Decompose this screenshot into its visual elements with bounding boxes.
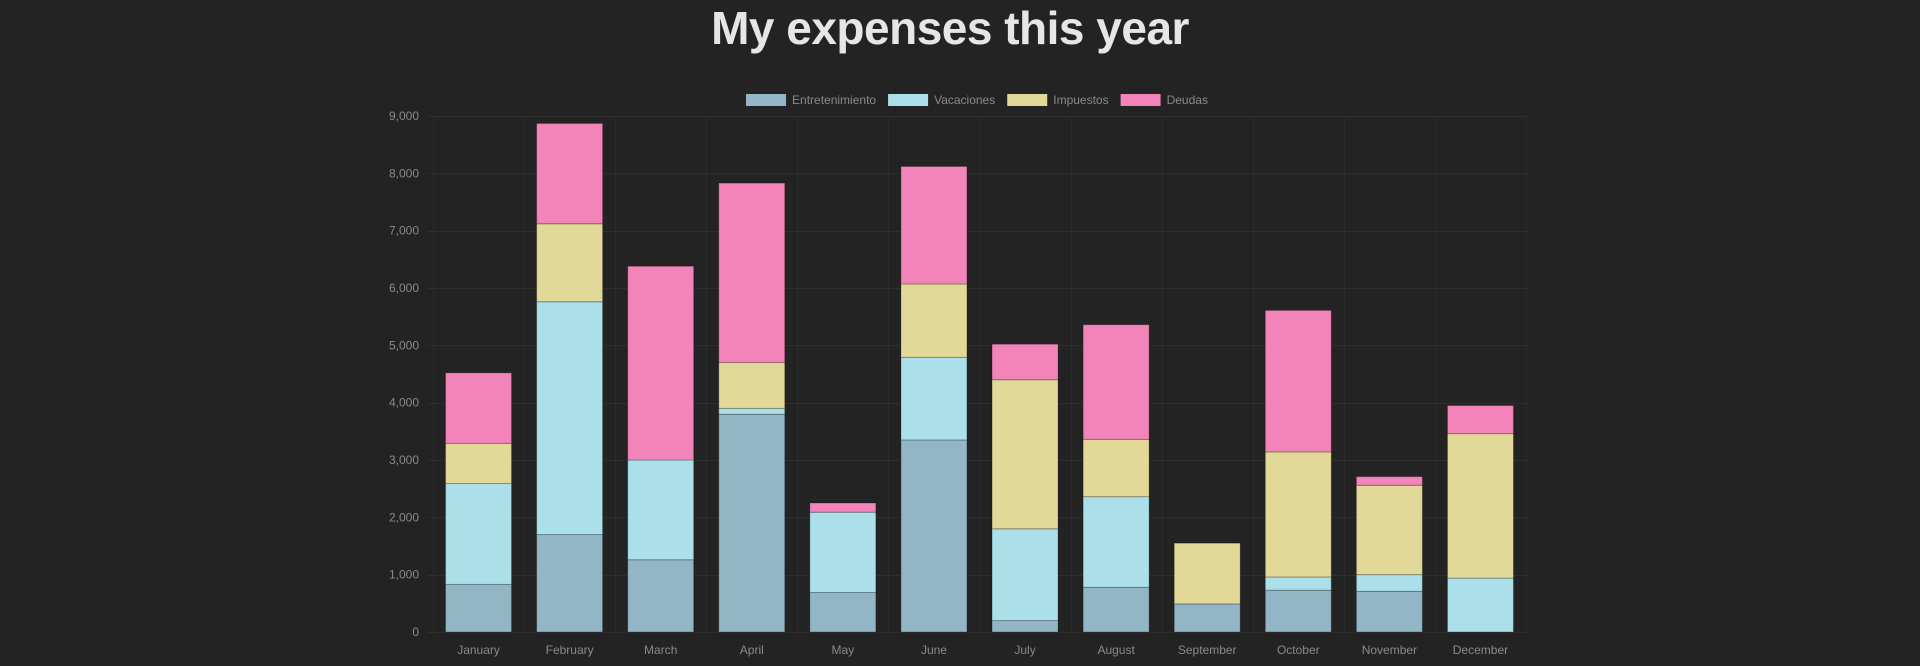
bar-segment[interactable] <box>809 502 877 513</box>
bar-segment[interactable] <box>991 343 1059 381</box>
legend-item[interactable]: Vacaciones <box>888 93 995 107</box>
legend-label: Deudas <box>1167 93 1208 107</box>
bar-segment[interactable] <box>1355 484 1423 576</box>
bar-segment[interactable] <box>445 442 513 485</box>
bar-segment[interactable] <box>445 483 513 585</box>
legend-label: Entretenimiento <box>792 93 876 107</box>
bar-segment[interactable] <box>627 265 695 461</box>
bar-segment[interactable] <box>718 407 786 415</box>
bar-segment[interactable] <box>536 301 604 536</box>
bar-segment[interactable] <box>1264 576 1332 591</box>
bar-segment[interactable] <box>1355 574 1423 592</box>
x-tick-label: April <box>740 643 764 657</box>
bar-segment[interactable] <box>718 182 786 364</box>
y-axis-ticks: 0 1,000 2,000 3,000 4,000 5,000 6,000 7,000 8,00… <box>389 109 419 639</box>
y-tick-label: 7,000 <box>389 224 419 238</box>
x-tick-label: September <box>1178 643 1237 657</box>
bar-segment[interactable] <box>991 620 1059 633</box>
legend-swatch <box>1120 94 1161 106</box>
bar-segment[interactable] <box>1355 476 1423 486</box>
bar-segment[interactable] <box>1355 590 1423 633</box>
bar-segment[interactable] <box>718 362 786 409</box>
bars <box>445 122 1514 633</box>
bar-segment[interactable] <box>900 165 968 285</box>
bar-segment[interactable] <box>900 439 968 633</box>
chart-title: My expenses this year <box>711 2 1189 54</box>
legend-swatch <box>888 94 929 106</box>
bar-segment[interactable] <box>900 356 968 441</box>
y-tick-label: 5,000 <box>389 338 419 352</box>
legend-label: Impuestos <box>1053 93 1108 107</box>
bar-segment[interactable] <box>1264 589 1332 633</box>
bar-segment[interactable] <box>1173 603 1241 633</box>
bar-segment[interactable] <box>1173 542 1241 605</box>
legend-label: Vacaciones <box>934 93 995 107</box>
bar-segment[interactable] <box>1446 577 1514 633</box>
y-tick-label: 9,000 <box>389 109 419 123</box>
legend: Entretenimiento Vacaciones Impuestos Deudas <box>746 93 1208 107</box>
bar-segment[interactable] <box>1082 438 1150 498</box>
y-tick-label: 0 <box>412 625 419 639</box>
y-tick-label: 4,000 <box>389 396 419 410</box>
bar-segment[interactable] <box>991 528 1059 622</box>
x-tick-label: October <box>1277 643 1320 657</box>
bar-segment[interactable] <box>1446 433 1514 579</box>
x-tick-label: November <box>1362 643 1417 657</box>
bar-segment[interactable] <box>1264 451 1332 578</box>
bar-segment[interactable] <box>536 122 604 225</box>
legend-item[interactable]: Entretenimiento <box>746 93 876 107</box>
x-tick-label: August <box>1097 643 1135 657</box>
y-tick-label: 1,000 <box>389 568 419 582</box>
bar-segment[interactable] <box>1264 309 1332 453</box>
bar-segment[interactable] <box>627 459 695 561</box>
x-tick-label: May <box>832 643 855 657</box>
bar-segment[interactable] <box>718 413 786 633</box>
legend-item[interactable]: Impuestos <box>1007 93 1109 107</box>
x-axis-ticks: January February March April May June July Augu… <box>457 643 1508 657</box>
bar-segment[interactable] <box>1082 324 1150 440</box>
x-tick-label: March <box>644 643 677 657</box>
bar-segment[interactable] <box>991 379 1059 530</box>
bar-segment[interactable] <box>445 583 513 633</box>
x-tick-label: July <box>1014 643 1035 657</box>
grid-lines <box>427 116 1527 633</box>
y-tick-label: 8,000 <box>389 166 419 180</box>
bar-segment[interactable] <box>1082 586 1150 633</box>
bar-segment[interactable] <box>900 283 968 358</box>
legend-swatch <box>1007 94 1048 106</box>
legend-swatch <box>746 94 787 106</box>
x-tick-label: January <box>457 643 500 657</box>
legend-item[interactable]: Deudas <box>1120 93 1208 107</box>
bar-segment[interactable] <box>809 591 877 633</box>
bar-segment[interactable] <box>1446 405 1514 435</box>
bar-segment[interactable] <box>627 559 695 633</box>
x-tick-label: December <box>1453 643 1508 657</box>
bar-segment[interactable] <box>809 511 877 593</box>
x-tick-label: February <box>546 643 594 657</box>
bar-segment[interactable] <box>445 372 513 444</box>
y-tick-label: 2,000 <box>389 510 419 524</box>
bar-segment[interactable] <box>536 534 604 633</box>
y-tick-label: 3,000 <box>389 453 419 467</box>
y-tick-label: 6,000 <box>389 281 419 295</box>
bar-segment[interactable] <box>536 223 604 303</box>
x-tick-label: June <box>921 643 947 657</box>
bar-segment[interactable] <box>1082 496 1150 588</box>
